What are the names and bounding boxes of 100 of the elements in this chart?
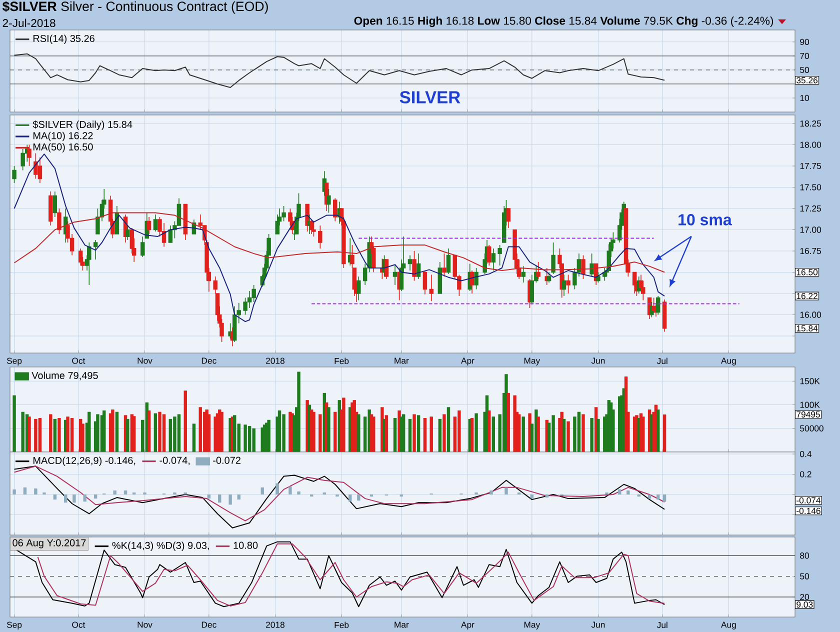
bar <box>474 413 478 452</box>
annotation: -0.146 <box>796 508 820 514</box>
bar <box>582 414 585 452</box>
x-tick-label: Jun <box>591 358 605 364</box>
y-tick-label: 10 <box>800 94 809 102</box>
bar <box>605 492 608 495</box>
y-tick-label: 17.25 <box>800 205 822 212</box>
bar <box>207 494 211 499</box>
bar <box>278 410 282 452</box>
bar <box>590 418 594 452</box>
bar <box>522 416 525 452</box>
bar <box>218 494 222 503</box>
candlestick <box>52 191 58 218</box>
bar <box>656 494 660 500</box>
annotation: 15.84 <box>796 325 818 332</box>
candlestick <box>446 248 451 274</box>
legend-label: -0.074, <box>160 456 190 466</box>
candlestick <box>356 276 361 301</box>
bar <box>506 392 510 452</box>
x-tick-label: Nov <box>138 622 152 628</box>
bar <box>72 494 76 503</box>
line-series <box>14 53 666 88</box>
annotation: 35.26 <box>796 77 818 84</box>
bar <box>357 414 360 452</box>
candlestick <box>429 274 434 302</box>
bar <box>656 410 660 452</box>
bar <box>42 492 46 495</box>
candlestick <box>153 214 158 232</box>
legend-label: MACD(12,26,9) -0.146, <box>33 456 136 466</box>
bar <box>446 407 450 452</box>
candlestick <box>326 188 331 214</box>
bar <box>228 494 232 505</box>
y-tick-label: 70 <box>800 52 809 59</box>
bar <box>124 490 128 495</box>
bar <box>297 372 300 452</box>
bar <box>111 410 114 452</box>
bar <box>402 414 406 452</box>
bar <box>88 412 91 452</box>
bar <box>662 494 666 502</box>
bar <box>470 418 474 452</box>
bar <box>244 424 247 452</box>
x-tick-label: Feb <box>334 358 349 364</box>
candlestick <box>146 216 152 234</box>
candlestick <box>38 157 42 184</box>
candlestick <box>318 225 322 249</box>
annotation: -0.074 <box>796 497 821 504</box>
y-tick-label: 50000 <box>800 425 824 432</box>
candlestick <box>590 253 594 277</box>
candlestick <box>474 268 478 290</box>
bar <box>552 415 555 452</box>
bar <box>348 494 352 502</box>
bar <box>132 492 136 495</box>
bar <box>58 418 61 452</box>
x-tick-label: 2018 <box>266 358 284 364</box>
y-tick-label: 20 <box>800 594 809 600</box>
bar <box>648 494 652 499</box>
bar <box>49 414 52 452</box>
y-tick-label: 100K <box>800 402 820 408</box>
bar <box>96 414 100 452</box>
bar <box>252 428 256 452</box>
y-tick-label: 17.00 <box>800 226 822 233</box>
legend-label: -0.072 <box>213 456 240 464</box>
bar <box>545 494 548 498</box>
bar <box>322 492 326 495</box>
candlestick <box>93 240 98 260</box>
bar <box>334 412 337 452</box>
bar <box>357 494 360 501</box>
bar <box>642 416 645 452</box>
bar <box>474 492 478 495</box>
bar <box>267 420 270 452</box>
bar <box>393 418 397 452</box>
y-tick-label: 150K <box>800 378 820 384</box>
bar <box>492 416 496 452</box>
bar <box>327 407 330 452</box>
bar <box>158 412 162 452</box>
candlestick <box>392 265 398 286</box>
x-tick-label: 2018 <box>266 622 284 628</box>
bar <box>562 418 566 452</box>
bar <box>416 415 420 452</box>
candlestick <box>12 166 16 184</box>
bar <box>577 412 581 452</box>
bar <box>126 418 130 452</box>
candlestick <box>521 266 526 283</box>
annotation: 9.03 <box>796 602 813 608</box>
candlestick <box>442 253 446 277</box>
bar <box>154 413 158 452</box>
candlestick <box>422 270 428 295</box>
candlestick <box>48 191 53 226</box>
x-tick-label: Sep <box>6 358 22 366</box>
bar <box>536 416 540 452</box>
x-tick-label: Dec <box>202 358 216 364</box>
chart-title: $SILVER Silver - Continuous Contract (EOD) <box>2 1 268 14</box>
x-tick-label: May <box>524 622 540 630</box>
bar <box>430 416 433 452</box>
x-tick-label: Apr <box>461 622 474 630</box>
candlestick <box>602 268 607 282</box>
candlestick <box>566 274 570 294</box>
candlestick <box>412 250 416 282</box>
x-tick-label: Oct <box>72 358 86 364</box>
bar <box>282 414 286 452</box>
